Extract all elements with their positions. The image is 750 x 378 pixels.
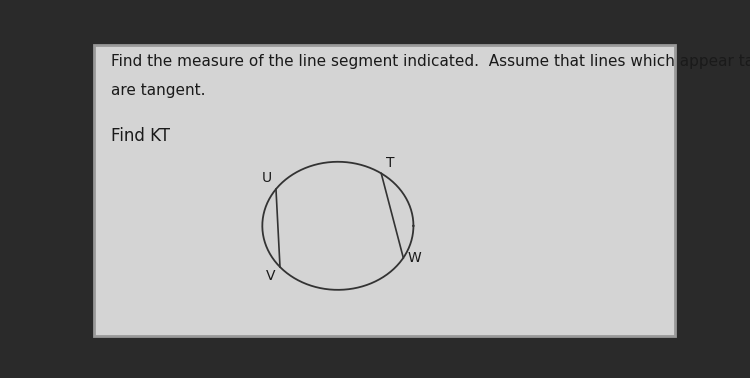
Text: T: T: [386, 156, 394, 170]
FancyBboxPatch shape: [94, 45, 675, 336]
Text: Find KT: Find KT: [111, 127, 170, 145]
Text: Find the measure of the line segment indicated.  Assume that lines which appear : Find the measure of the line segment ind…: [111, 54, 750, 69]
Text: U: U: [262, 172, 272, 186]
Text: V: V: [266, 269, 276, 283]
Text: are tangent.: are tangent.: [111, 83, 206, 98]
Text: W: W: [408, 251, 422, 265]
